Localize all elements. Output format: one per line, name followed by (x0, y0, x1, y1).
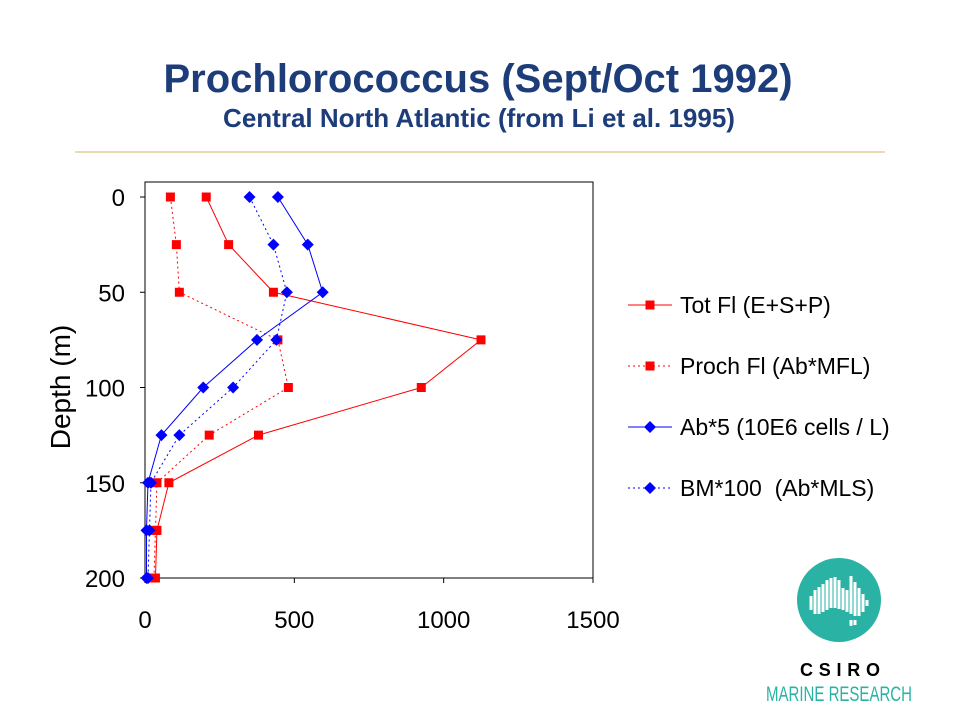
proch-fl-ab-mfl-point (171, 240, 181, 250)
legend-marker (645, 361, 655, 371)
ab-5-10e6-cells-l-point (251, 333, 263, 346)
ab-5-10e6-cells-l-point (301, 238, 314, 251)
proch-fl-ab-mfl-point (283, 383, 293, 392)
y-tick-label: 100 (85, 376, 125, 403)
x-tick-label: 1000 (417, 607, 470, 634)
y-tick-label: 150 (85, 471, 125, 498)
legend-label: Proch Fl (Ab*MFL) (680, 353, 870, 379)
legend-label: Ab*5 (10E6 cells / L) (680, 414, 890, 440)
proch-fl-ab-mfl-point (204, 430, 214, 440)
tot-fl-e-s-p-point (253, 430, 263, 440)
bm-100-ab-mls-point (243, 191, 256, 203)
legend-marker (645, 300, 655, 310)
y-tick-label: 200 (85, 566, 125, 593)
tot-fl-e-s-p-point (268, 287, 278, 297)
plot-frame (144, 181, 594, 579)
logo-division: MARINE RESEARCH (766, 683, 912, 706)
y-tick-label: 50 (98, 280, 125, 307)
slide-title: Prochlorococcus (Sept/Oct 1992) (163, 57, 792, 101)
bm-100-ab-mls-point (141, 572, 154, 584)
csiro-logo: CSIRO MARINE RESEARCH (766, 558, 912, 706)
logo-name: CSIRO (800, 660, 880, 680)
bm-100-ab-mls-point (173, 429, 186, 442)
tot-fl-e-s-p-point (201, 192, 211, 202)
y-tick-label: 0 (112, 185, 125, 212)
bm-100-ab-mls-point (144, 476, 157, 489)
bm-100-ab-mls-point (270, 333, 283, 346)
tot-fl-e-s-p-point (224, 240, 234, 250)
y-axis-label: Depth (m) (45, 325, 76, 449)
bm-100-ab-mls-point (227, 381, 240, 394)
ab-5-10e6-cells-l-point (155, 429, 168, 442)
axis-ticks: 0 50 100 150 200 0 500 1000 1500 (85, 185, 620, 634)
bm-100-ab-mls-point (143, 524, 156, 537)
tot-fl-e-s-p-point (164, 478, 174, 488)
ab-5-10e6-cells-l-point (316, 286, 329, 299)
legend-marker (644, 421, 656, 433)
legend-marker (644, 482, 656, 494)
plot-series (140, 191, 486, 584)
x-tick-label: 1500 (566, 607, 619, 634)
legend-item: Tot Fl (E+S+P) (628, 292, 831, 318)
bm-100-ab-mls-point (280, 286, 293, 299)
legend-item: BM*100 (Ab*MLS) (628, 475, 874, 501)
slide-subtitle: Central North Atlantic (from Li et al. 1… (223, 103, 735, 133)
legend-label: BM*100 (Ab*MLS) (680, 475, 874, 501)
ab-5-10e6-cells-l-point (271, 191, 284, 203)
bm-100-ab-mls-point (267, 238, 280, 251)
proch-fl-ab-mfl-point (174, 287, 184, 297)
ab-5-10e6-cells-l-point (197, 381, 210, 394)
tot-fl-e-s-p-point (416, 383, 426, 392)
legend-label: Tot Fl (E+S+P) (680, 292, 831, 318)
tot-fl-e-s-p-point (476, 335, 486, 345)
proch-fl-ab-mfl-point (165, 192, 175, 202)
x-tick-label: 0 (138, 607, 151, 634)
legend-item: Ab*5 (10E6 cells / L) (628, 414, 890, 440)
legend: Tot Fl (E+S+P) Proch Fl (Ab*MFL) Ab*5 (10E… (628, 292, 890, 501)
australia-map-icon (809, 576, 869, 626)
legend-item: Proch Fl (Ab*MFL) (628, 353, 870, 379)
x-tick-label: 500 (274, 607, 314, 634)
